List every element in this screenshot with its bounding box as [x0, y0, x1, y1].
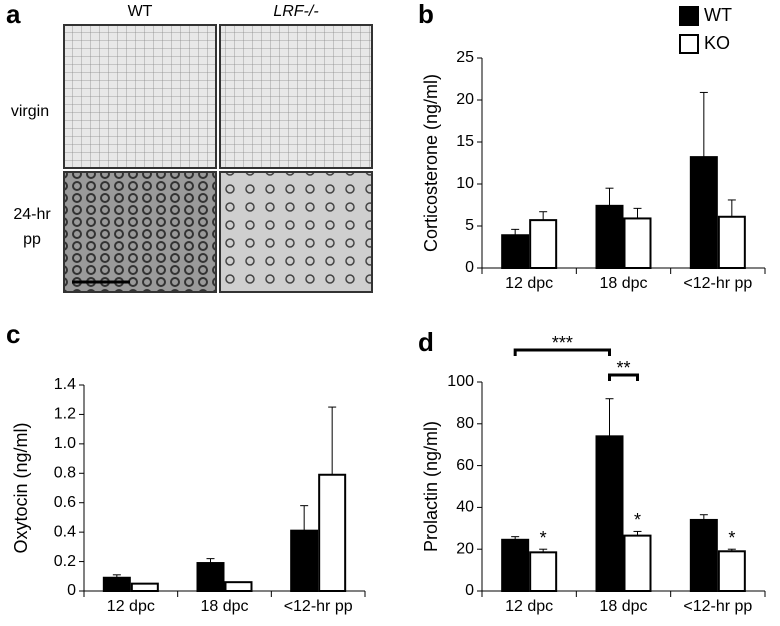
- bracket-label: **: [616, 358, 630, 378]
- bar: [102, 576, 131, 592]
- row-label: virgin: [11, 103, 49, 120]
- y-tick-label: 1.2: [54, 406, 76, 423]
- bar: [689, 156, 718, 269]
- annotation: *: [540, 528, 547, 548]
- y-tick-label: 1.4: [54, 376, 76, 393]
- row-label: pp: [23, 231, 41, 248]
- row-label: 24-hr: [13, 206, 51, 223]
- column-label: LRF-/-: [273, 3, 318, 20]
- x-tick-label: <12-hr pp: [683, 598, 752, 615]
- bar: [501, 538, 530, 592]
- significance-bracket: [513, 348, 611, 356]
- y-axis-label: Oxytocin (ng/ml): [11, 422, 31, 553]
- y-tick-label: 0.8: [54, 465, 76, 482]
- legend-label: KO: [704, 33, 730, 53]
- y-tick-label: 1.0: [54, 435, 76, 452]
- bar: [623, 534, 652, 592]
- bar: [224, 581, 253, 593]
- y-axis-label: Prolactin (ng/ml): [421, 421, 441, 552]
- micrograph: [63, 24, 217, 169]
- micrograph: [63, 171, 217, 293]
- bar: [290, 529, 319, 593]
- bar: [318, 473, 347, 592]
- y-tick-label: 80: [456, 415, 474, 432]
- bar: [595, 204, 624, 269]
- panel-label: d: [418, 327, 434, 357]
- x-tick-label: <12-hr pp: [284, 598, 353, 615]
- significance-bracket: [608, 373, 639, 381]
- annotation: *: [728, 528, 735, 548]
- bracket-label: ***: [552, 333, 573, 353]
- y-tick-label: 20: [456, 91, 474, 108]
- legend-swatch: [679, 6, 699, 26]
- y-tick-label: 0: [465, 582, 474, 599]
- annotation: *: [634, 510, 641, 530]
- y-tick-label: 25: [456, 49, 474, 66]
- bar: [689, 518, 718, 592]
- x-tick-label: 12 dpc: [505, 275, 553, 292]
- y-tick-label: 0: [465, 259, 474, 276]
- panel-label: a: [6, 0, 21, 29]
- y-tick-label: 0.2: [54, 553, 76, 570]
- column-label: WT: [128, 3, 153, 20]
- x-tick-label: 18 dpc: [200, 598, 248, 615]
- legend-swatch: [679, 34, 699, 54]
- y-tick-label: 20: [456, 540, 474, 557]
- bar: [196, 562, 225, 592]
- bar: [529, 551, 558, 593]
- x-tick-label: 18 dpc: [599, 598, 647, 615]
- y-tick-label: 100: [447, 373, 474, 390]
- bar: [623, 217, 652, 270]
- y-tick-label: 0.6: [54, 494, 76, 511]
- y-tick-label: 10: [456, 175, 474, 192]
- y-tick-label: 0: [67, 582, 76, 599]
- x-tick-label: 18 dpc: [599, 275, 647, 292]
- y-tick-label: 0.4: [54, 523, 76, 540]
- micrograph: [219, 171, 373, 293]
- bar: [501, 234, 530, 270]
- bar: [529, 219, 558, 269]
- y-tick-label: 40: [456, 499, 474, 516]
- bar: [717, 550, 746, 592]
- bar: [130, 582, 159, 593]
- panel-label: c: [6, 319, 20, 349]
- legend-label: WT: [704, 5, 732, 25]
- y-tick-label: 5: [465, 217, 474, 234]
- micrograph: [219, 24, 373, 169]
- y-tick-label: 15: [456, 133, 474, 150]
- bar: [595, 435, 624, 592]
- panel-label: b: [418, 0, 434, 29]
- y-axis-label: Corticosterone (ng/ml): [421, 74, 441, 252]
- bar: [717, 215, 746, 269]
- y-tick-label: 60: [456, 457, 474, 474]
- x-tick-label: <12-hr pp: [683, 275, 752, 292]
- x-tick-label: 12 dpc: [505, 598, 553, 615]
- x-tick-label: 12 dpc: [107, 598, 155, 615]
